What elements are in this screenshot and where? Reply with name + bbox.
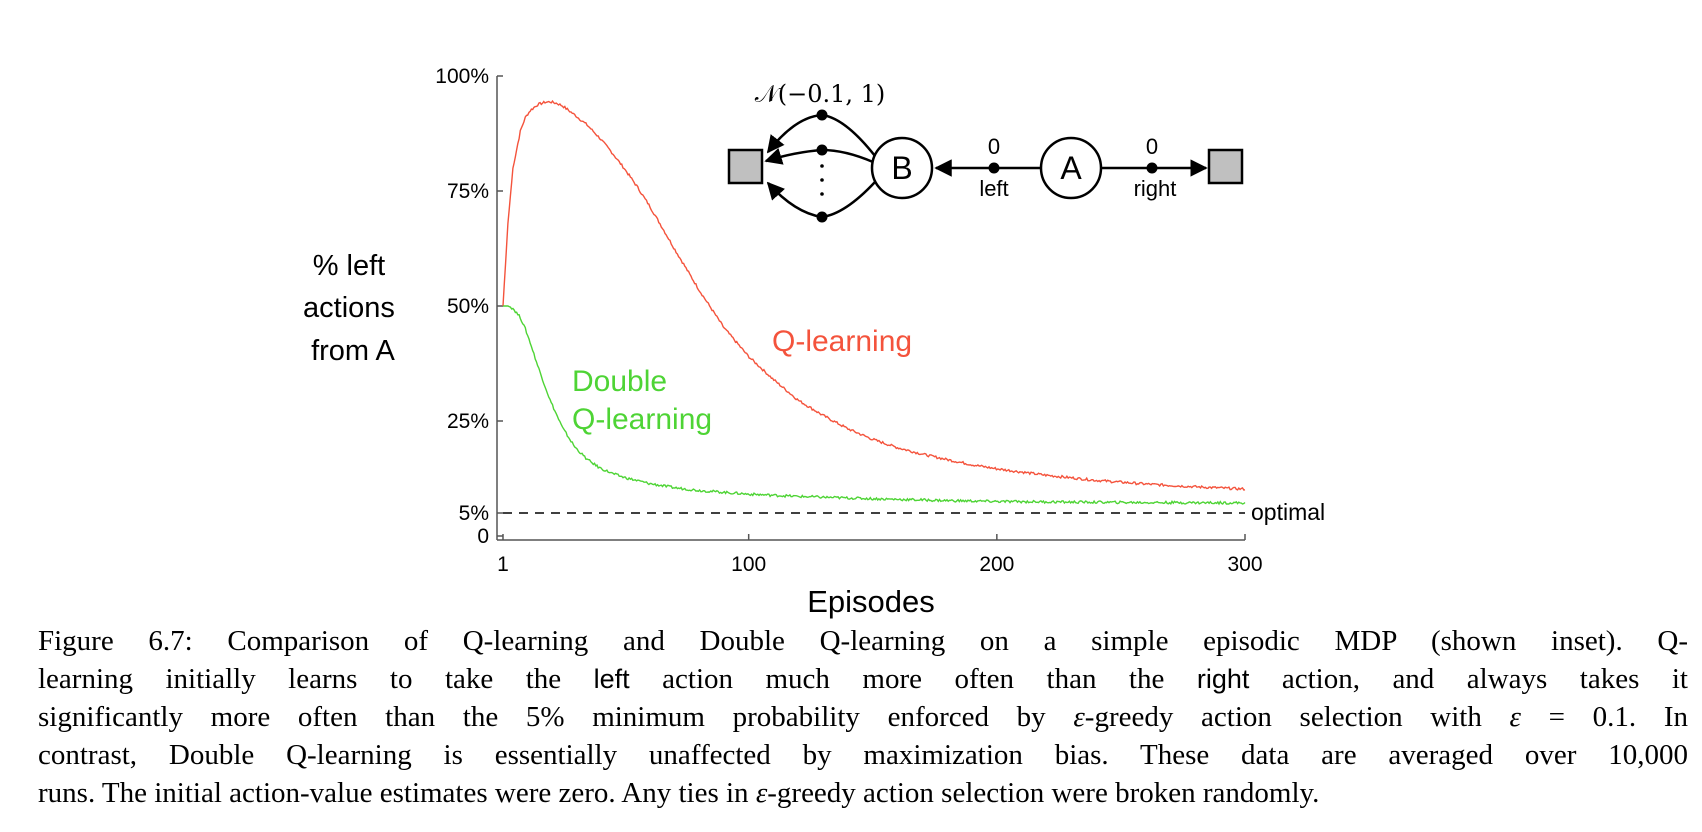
right-reward-label: 0	[1146, 134, 1158, 159]
caption-right-word: right	[1196, 664, 1250, 694]
caption-eps-3: ε	[755, 777, 768, 809]
series-line-double-q-learning	[503, 305, 1246, 506]
terminal-right	[1207, 148, 1244, 185]
ellipsis-dot-1	[820, 164, 824, 168]
b-reward-distribution: 𝒩(−0.1, 1)	[755, 80, 886, 108]
y-axis-label-line1: % left	[313, 250, 386, 282]
y-tick-label: 0	[477, 525, 489, 548]
terminal-left	[727, 148, 764, 185]
ellipsis-dot-2	[820, 178, 824, 182]
state-b-label: B	[891, 150, 912, 186]
caption-3b: -greedy action selection with	[1084, 701, 1510, 733]
figure-caption: Figure 6.7: Comparison of Q-learning and…	[38, 622, 1688, 812]
state-a-label: A	[1060, 150, 1082, 186]
series-line-q-learning	[502, 99, 1246, 491]
caption-3c: = 0.1. In	[1520, 701, 1688, 733]
caption-5b: -greedy action selection were broken ran…	[767, 777, 1320, 809]
y-tick-label: 50%	[447, 295, 489, 318]
y-axis-label-line2: actions	[303, 292, 395, 324]
b-action-dot-bottom	[816, 211, 828, 223]
x-tick-label: 200	[979, 553, 1014, 576]
series-label-double-line2: Q-learning	[572, 403, 712, 436]
optimal-label: optimal	[1251, 499, 1325, 525]
mdp-inset: B A 0 left 0 right 𝒩(−0.1, 1)	[727, 80, 1244, 223]
caption-line-3: significantly more often than the 5% min…	[38, 698, 1688, 736]
y-tick-label: 5%	[459, 502, 489, 525]
right-action-dot	[1146, 162, 1158, 174]
chart: 05%25%50%75%100% 1 100 200 300 optimal Q-le…	[303, 65, 1325, 619]
caption-line-1: Figure 6.7: Comparison of Q-learning and…	[38, 625, 1688, 657]
caption-2c: action, and always takes it	[1249, 663, 1688, 695]
caption-left-word: left	[593, 664, 630, 694]
caption-line-2: learning initially learns to take the le…	[38, 660, 1688, 698]
caption-2b: action much more often than the	[629, 663, 1197, 695]
b-action-dot-mid	[816, 144, 828, 156]
caption-2a: learning initially learns to take the	[38, 663, 594, 695]
series-label-double-line1: Double	[572, 365, 667, 398]
series-group	[502, 99, 1246, 506]
caption-line-5: runs. The initial action-value estimates…	[38, 774, 1688, 812]
right-action-label: right	[1134, 176, 1177, 201]
left-action-label: left	[979, 176, 1008, 201]
series-label-double-q-learning: Double Q-learning	[572, 365, 712, 436]
y-tick-label: 75%	[447, 180, 489, 203]
y-axis-label-line3: from A	[311, 335, 395, 367]
b-action-dot-top	[816, 109, 828, 121]
left-reward-label: 0	[988, 134, 1000, 159]
x-tick-label: 300	[1227, 553, 1262, 576]
y-ticks: 05% 25% 50% 75% 100%	[435, 65, 503, 548]
ellipsis-dot-3	[820, 192, 824, 196]
x-ticks: 1 100 200 300	[497, 534, 1263, 576]
x-tick-label: 1	[497, 553, 509, 576]
caption-line-4: contrast, Double Q-learning is essential…	[38, 739, 1688, 771]
x-axis-label: Episodes	[807, 584, 935, 619]
caption-5a: runs. The initial action-value estimates…	[38, 777, 756, 809]
y-tick-label: 25%	[447, 410, 489, 433]
state-b-node	[870, 136, 934, 200]
x-tick-label: 100	[731, 553, 766, 576]
y-tick-label: 100%	[435, 65, 489, 88]
y-axis-label: % left actions from A	[303, 250, 403, 367]
left-action-dot	[988, 162, 1000, 174]
caption-3a: significantly more often than the 5% min…	[38, 701, 1074, 733]
caption-eps-2: ε	[1509, 701, 1521, 733]
caption-eps-1: ε	[1073, 701, 1085, 733]
series-label-q-learning: Q-learning	[772, 325, 912, 358]
